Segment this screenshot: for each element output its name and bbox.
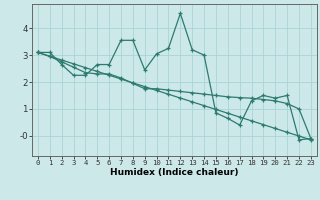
X-axis label: Humidex (Indice chaleur): Humidex (Indice chaleur): [110, 168, 239, 177]
